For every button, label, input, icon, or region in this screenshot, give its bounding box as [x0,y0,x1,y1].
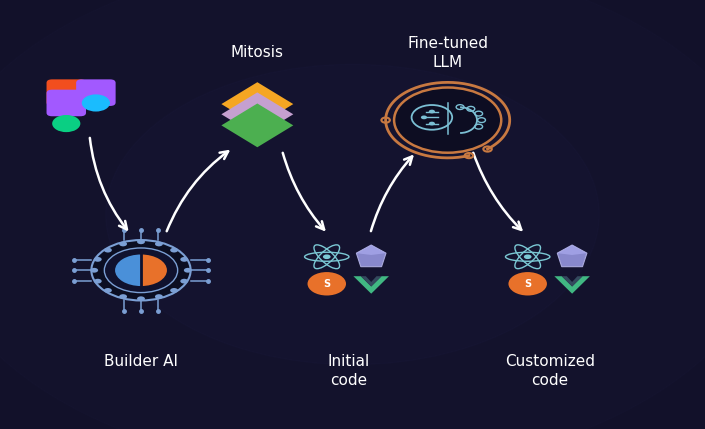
Circle shape [155,242,163,246]
Circle shape [94,279,102,284]
Circle shape [104,248,178,293]
Text: Fine-tuned
LLM: Fine-tuned LLM [407,36,488,70]
Polygon shape [221,92,293,136]
FancyBboxPatch shape [47,79,86,106]
Text: Mitosis: Mitosis [231,45,284,60]
Circle shape [323,254,331,259]
Text: Customized
code: Customized code [505,354,595,387]
Polygon shape [558,245,587,255]
Circle shape [137,239,145,244]
FancyArrowPatch shape [473,153,521,230]
FancyArrowPatch shape [283,153,324,230]
Polygon shape [221,103,293,147]
Text: S: S [524,279,532,289]
FancyArrowPatch shape [166,151,228,231]
Circle shape [170,288,178,293]
Circle shape [155,294,163,299]
FancyArrowPatch shape [371,157,412,231]
Wedge shape [115,254,141,286]
Circle shape [94,257,102,262]
Circle shape [421,115,427,119]
Wedge shape [141,254,167,286]
Circle shape [184,268,192,273]
FancyArrowPatch shape [90,138,127,230]
Circle shape [82,94,110,112]
Circle shape [106,64,599,365]
Polygon shape [558,245,587,267]
Text: S: S [323,279,331,289]
Circle shape [119,294,127,299]
Circle shape [180,279,188,284]
Polygon shape [554,276,590,294]
Circle shape [524,254,532,259]
Text: Builder AI: Builder AI [104,354,178,369]
FancyBboxPatch shape [76,79,116,106]
Circle shape [104,248,112,253]
Circle shape [307,272,346,296]
Circle shape [137,296,145,301]
Polygon shape [361,276,381,287]
Text: Initial
code: Initial code [328,354,370,387]
Circle shape [90,268,98,273]
Circle shape [429,110,435,113]
Circle shape [429,122,435,125]
Polygon shape [353,276,389,294]
Polygon shape [356,245,386,267]
Circle shape [508,272,547,296]
Circle shape [119,242,127,246]
Polygon shape [356,245,386,255]
FancyBboxPatch shape [47,90,86,116]
Polygon shape [221,82,293,126]
Circle shape [52,115,80,132]
Circle shape [394,88,501,153]
Circle shape [180,257,188,262]
Circle shape [104,288,112,293]
Polygon shape [562,276,582,287]
Circle shape [92,240,190,300]
Circle shape [170,248,178,253]
